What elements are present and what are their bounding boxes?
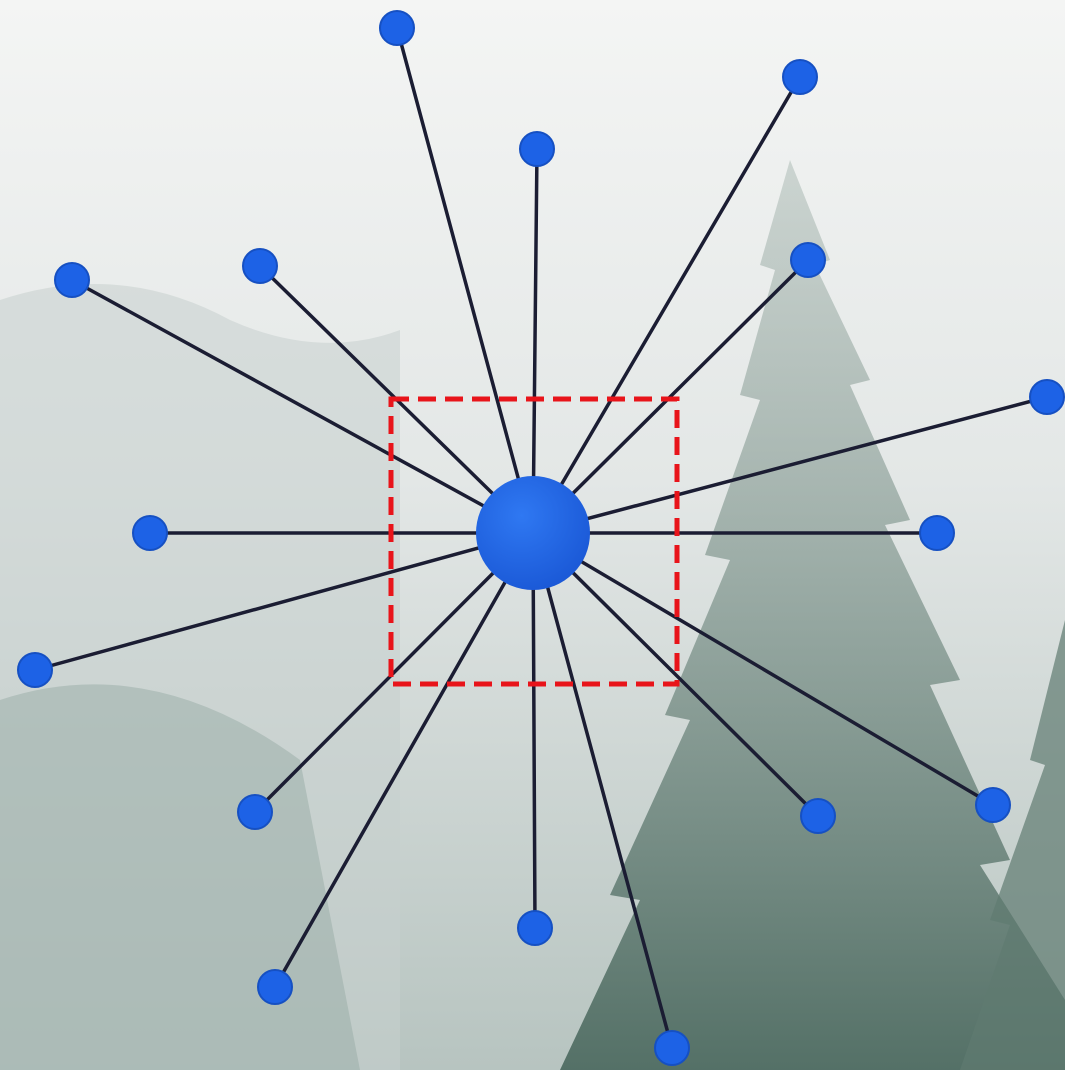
handle[interactable] (520, 132, 554, 166)
handle[interactable] (976, 788, 1010, 822)
spoke (533, 533, 535, 928)
handle[interactable] (55, 263, 89, 297)
handle[interactable] (655, 1031, 689, 1065)
page (0, 0, 1065, 1070)
handle[interactable] (518, 911, 552, 945)
handle[interactable] (238, 795, 272, 829)
handle[interactable] (133, 516, 167, 550)
scene (0, 0, 1065, 1070)
handle[interactable] (791, 243, 825, 277)
handle[interactable] (801, 799, 835, 833)
center-hub[interactable] (476, 476, 590, 590)
handle[interactable] (783, 60, 817, 94)
handle[interactable] (920, 516, 954, 550)
handle[interactable] (258, 970, 292, 1004)
handle[interactable] (1030, 380, 1064, 414)
handle[interactable] (380, 11, 414, 45)
handle[interactable] (18, 653, 52, 687)
handle[interactable] (243, 249, 277, 283)
